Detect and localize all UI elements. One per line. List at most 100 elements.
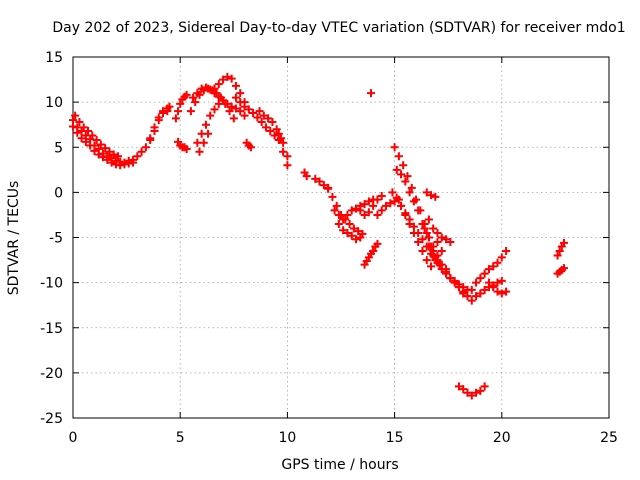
data-series xyxy=(231,93,292,170)
data-point xyxy=(114,152,123,161)
data-point xyxy=(472,278,481,287)
data-point xyxy=(382,201,391,210)
data-point xyxy=(88,131,97,140)
data-point xyxy=(459,289,468,298)
data-point xyxy=(229,114,238,123)
data-point xyxy=(433,228,442,237)
data-point xyxy=(409,222,418,231)
data-point xyxy=(369,201,378,210)
data-point xyxy=(377,191,386,200)
data-point xyxy=(86,141,95,150)
data-point xyxy=(360,200,369,209)
y-tick-label: -5 xyxy=(49,231,63,247)
data-point xyxy=(472,292,481,301)
data-point xyxy=(433,238,442,247)
data-point xyxy=(446,238,455,247)
data-point xyxy=(339,226,348,235)
data-point xyxy=(345,219,354,228)
data-point xyxy=(397,201,406,210)
data-point xyxy=(424,215,433,224)
data-series xyxy=(210,72,249,107)
data-point xyxy=(463,388,472,397)
data-point xyxy=(244,105,253,114)
x-tick-label: 5 xyxy=(176,430,185,446)
data-points xyxy=(69,72,568,400)
data-point xyxy=(81,137,90,146)
data-point xyxy=(174,107,183,116)
data-series xyxy=(367,89,376,98)
data-point xyxy=(266,127,275,136)
data-point xyxy=(405,215,414,224)
data-point xyxy=(480,269,489,278)
data-point xyxy=(431,192,440,201)
data-point xyxy=(328,192,337,201)
data-point xyxy=(420,224,429,233)
data-series xyxy=(369,239,382,256)
data-series xyxy=(484,278,511,298)
data-point xyxy=(364,208,373,217)
data-point xyxy=(392,193,401,202)
data-series xyxy=(274,129,292,161)
data-point xyxy=(206,111,215,120)
data-point xyxy=(182,145,191,154)
data-point xyxy=(414,228,423,237)
data-point xyxy=(182,90,191,99)
data-point xyxy=(199,138,208,147)
data-point xyxy=(459,385,468,394)
data-point xyxy=(401,177,410,186)
data-point xyxy=(279,138,288,147)
data-point xyxy=(347,231,356,240)
data-point xyxy=(90,146,99,155)
data-point xyxy=(101,144,110,153)
data-point xyxy=(240,111,249,120)
data-point xyxy=(236,107,245,116)
data-point xyxy=(195,147,204,156)
data-point xyxy=(94,150,103,159)
data-point xyxy=(223,99,232,108)
data-point xyxy=(249,108,258,117)
data-point xyxy=(279,147,288,156)
data-point xyxy=(146,134,155,143)
data-point xyxy=(559,238,568,247)
data-point xyxy=(397,170,406,179)
data-point xyxy=(450,276,459,285)
data-series xyxy=(171,90,191,123)
data-point xyxy=(493,287,502,296)
data-point xyxy=(442,235,451,244)
data-point xyxy=(349,224,358,233)
data-point xyxy=(219,96,228,105)
data-point xyxy=(246,143,255,152)
data-point xyxy=(367,89,376,98)
data-point xyxy=(418,235,427,244)
y-tick-label: -20 xyxy=(40,366,63,382)
data-point xyxy=(405,188,414,197)
data-point xyxy=(311,174,320,183)
data-series xyxy=(553,264,568,278)
data-point xyxy=(422,256,431,265)
data-point xyxy=(502,287,511,296)
data-point xyxy=(231,104,240,113)
data-point xyxy=(270,131,279,140)
data-point xyxy=(467,391,476,400)
data-point xyxy=(424,242,433,251)
data-point xyxy=(231,93,240,102)
data-point xyxy=(472,388,481,397)
data-point xyxy=(302,172,311,181)
data-point xyxy=(176,99,185,108)
data-point xyxy=(414,206,423,215)
data-point xyxy=(553,251,562,260)
data-point xyxy=(480,285,489,294)
data-point xyxy=(388,188,397,197)
data-point xyxy=(422,228,431,237)
x-tick-label: 20 xyxy=(493,430,511,446)
data-series xyxy=(69,122,138,170)
data-point xyxy=(137,147,146,156)
data-point xyxy=(257,117,266,126)
data-point xyxy=(105,147,114,156)
y-tick-label: 10 xyxy=(45,95,63,111)
data-point xyxy=(373,210,382,219)
y-tick-label: -25 xyxy=(40,411,63,427)
data-point xyxy=(343,210,352,219)
data-point xyxy=(352,204,361,213)
